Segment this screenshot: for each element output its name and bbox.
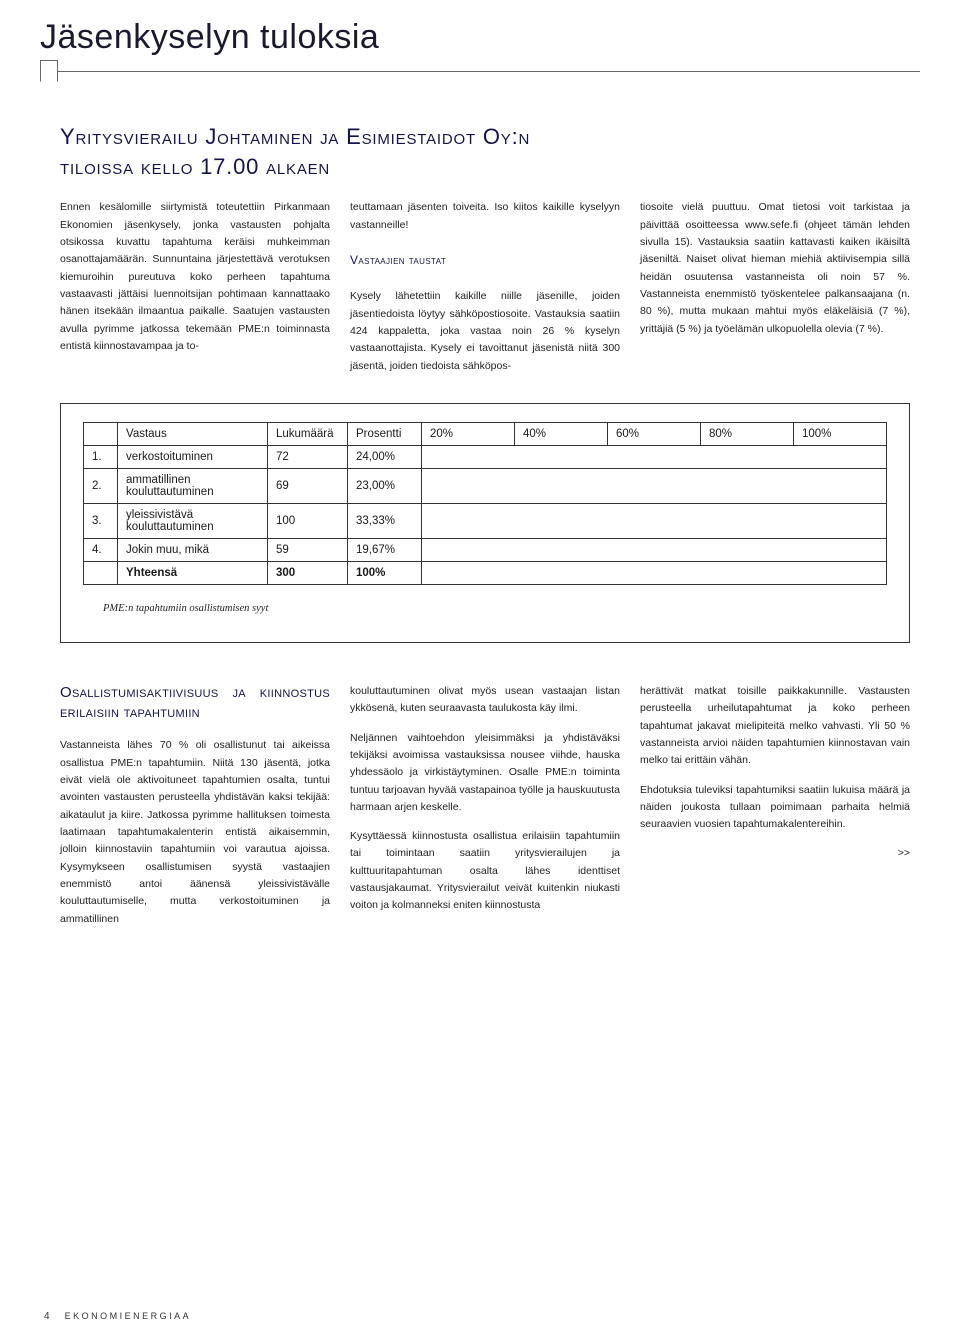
- row-pct: 23,00%: [348, 468, 422, 503]
- tick-40: 40%: [515, 422, 608, 445]
- top-columns: Ennen kesälomille siirtymistä toteutetti…: [60, 199, 910, 375]
- continue-marker: >>: [640, 845, 910, 862]
- page-footer: 4 EKONOMIENERGIAA: [44, 1311, 191, 1322]
- top-col-2: teuttamaan jäsenten toiveita. Iso kiitos…: [350, 199, 620, 375]
- lower-heading: Osallistumisaktiivisuus ja kiinnostus er…: [60, 683, 330, 724]
- row-pct: 33,33%: [348, 503, 422, 538]
- lower-col-2: kouluttautuminen olivat myös usean vasta…: [350, 683, 620, 940]
- hdr-lukumaara: Lukumäärä: [268, 422, 348, 445]
- table-row: 4. Jokin muu, mikä 59 19,67%: [84, 538, 887, 561]
- row-bar-cell: [422, 538, 887, 561]
- table-row: 3. yleissivistävä kouluttautuminen 100 3…: [84, 503, 887, 538]
- row-count: 69: [268, 468, 348, 503]
- page-number: 4: [44, 1311, 50, 1322]
- lower-col1-body: Vastanneista lähes 70 % oli osallistunut…: [60, 737, 330, 927]
- top-col2-body: Kysely lähetettiin kaikille niille jäsen…: [350, 290, 620, 371]
- article-heading: Yritysvierailu Johtaminen ja Esimiestaid…: [60, 122, 910, 181]
- heading-line-2: tiloissa kello 17.00 alkaen: [60, 154, 330, 179]
- row-pct: 19,67%: [348, 538, 422, 561]
- lower-col-3: herättivät matkat toisille paikkakunnill…: [640, 683, 910, 940]
- tick-100: 100%: [794, 422, 887, 445]
- row-label: yleissivistävä kouluttautuminen: [118, 503, 268, 538]
- page-header: Jäsenkyselyn tuloksia: [0, 0, 960, 82]
- footer-label: EKONOMIENERGIAA: [65, 1311, 192, 1321]
- lower-col3-p2: Ehdotuksia tuleviksi tapahtumiksi saatii…: [640, 782, 910, 834]
- top-col-3: tiosoite vielä puuttuu. Omat tietosi voi…: [640, 199, 910, 375]
- row-num: 1.: [84, 445, 118, 468]
- row-label: ammatillinen kouluttautuminen: [118, 468, 268, 503]
- total-row: Yhteensä 300 100%: [84, 561, 887, 584]
- lower-col-1: Osallistumisaktiivisuus ja kiinnostus er…: [60, 683, 330, 940]
- heading-line-1: Yritysvierailu Johtaminen ja Esimiestaid…: [60, 124, 530, 149]
- row-bar-cell: [422, 468, 887, 503]
- chart-caption: PME:n tapahtumiin osallistumisen syyt: [103, 603, 887, 614]
- total-blank: [84, 561, 118, 584]
- header-rule: [40, 71, 920, 72]
- row-num: 2.: [84, 468, 118, 503]
- row-bar-cell: [422, 445, 887, 468]
- tick-80: 80%: [701, 422, 794, 445]
- chart-frame: Vastaus Lukumäärä Prosentti 20% 40% 60% …: [60, 403, 910, 643]
- chart-header-row: Vastaus Lukumäärä Prosentti 20% 40% 60% …: [84, 422, 887, 445]
- row-label: verkostoituminen: [118, 445, 268, 468]
- total-pct: 100%: [348, 561, 422, 584]
- hdr-blank: [84, 422, 118, 445]
- row-num: 3.: [84, 503, 118, 538]
- top-col-1: Ennen kesälomille siirtymistä toteutetti…: [60, 199, 330, 375]
- lower-col3-p1: herättivät matkat toisille paikkakunnill…: [640, 683, 910, 770]
- top-col2-leadin: teuttamaan jäsenten toiveita. Iso kiitos…: [350, 201, 620, 230]
- tick-60: 60%: [608, 422, 701, 445]
- header-tab-decoration: [40, 60, 58, 82]
- total-count: 300: [268, 561, 348, 584]
- tick-20: 20%: [422, 422, 515, 445]
- total-bar-cell: [422, 561, 887, 584]
- row-num: 4.: [84, 538, 118, 561]
- row-count: 100: [268, 503, 348, 538]
- row-bar-cell: [422, 503, 887, 538]
- hdr-vastaus: Vastaus: [118, 422, 268, 445]
- lower-col2-p3: Kysyttäessä kiinnostusta osallistua eril…: [350, 828, 620, 915]
- table-row: 2. ammatillinen kouluttautuminen 69 23,0…: [84, 468, 887, 503]
- page-content: Yritysvierailu Johtaminen ja Esimiestaid…: [0, 82, 960, 970]
- row-count: 72: [268, 445, 348, 468]
- lower-block: Osallistumisaktiivisuus ja kiinnostus er…: [60, 683, 910, 940]
- hdr-prosentti: Prosentti: [348, 422, 422, 445]
- row-count: 59: [268, 538, 348, 561]
- lower-columns: Osallistumisaktiivisuus ja kiinnostus er…: [60, 683, 910, 940]
- table-row: 1. verkostoituminen 72 24,00%: [84, 445, 887, 468]
- header-title: Jäsenkyselyn tuloksia: [40, 18, 920, 57]
- total-label: Yhteensä: [118, 561, 268, 584]
- row-pct: 24,00%: [348, 445, 422, 468]
- lower-col2-p1: kouluttautuminen olivat myös usean vasta…: [350, 683, 620, 718]
- row-label: Jokin muu, mikä: [118, 538, 268, 561]
- subheading-vastaajien: Vastaajien taustat: [350, 253, 446, 267]
- lower-col2-p2: Neljännen vaihtoehdon yleisimmäksi ja yh…: [350, 730, 620, 817]
- chart-table: Vastaus Lukumäärä Prosentti 20% 40% 60% …: [83, 422, 887, 585]
